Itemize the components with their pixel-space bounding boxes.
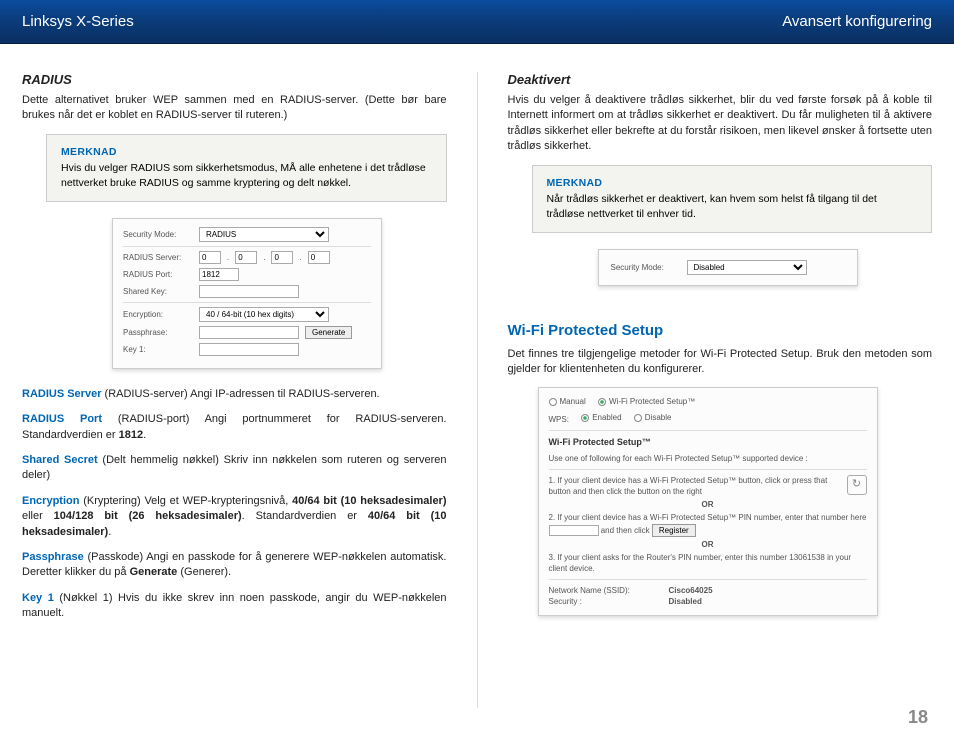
shared-key-input[interactable] <box>199 285 299 298</box>
def-passphrase: Passphrase (Passkode) Angi en passkode f… <box>22 550 447 581</box>
radius-port-input[interactable] <box>199 268 239 281</box>
page-number: 18 <box>908 707 928 728</box>
radius-intro: Dette alternativet bruker WEP sammen med… <box>22 93 447 124</box>
wps-method3: 3. If your client asks for the Router's … <box>549 552 867 574</box>
note-label: MERKNAD <box>547 176 918 191</box>
radius-server-label: RADIUS Server: <box>123 253 193 262</box>
generate-button[interactable]: Generate <box>305 326 352 339</box>
def-key1: Key 1 (Nøkkel 1) Hvis du ikke skrev inn … <box>22 591 447 622</box>
page-header: Linksys X-Series Avansert konfigurering <box>0 0 954 44</box>
def-shared-secret: Shared Secret (Delt hemmelig nøkkel) Skr… <box>22 453 447 484</box>
wps-short-label: WPS: <box>549 415 569 424</box>
wps-subheading: Wi-Fi Protected Setup™ <box>549 436 867 449</box>
page-body: RADIUS Dette alternativet bruker WEP sam… <box>0 44 954 708</box>
def-radius-server: RADIUS Server (RADIUS-server) Angi IP-ad… <box>22 387 447 402</box>
ip-octet-2[interactable] <box>235 251 257 264</box>
radius-note: MERKNAD Hvis du velger RADIUS som sikker… <box>46 134 447 202</box>
def-encryption: Encryption (Kryptering) Velg et WEP-kryp… <box>22 494 447 540</box>
ip-octet-3[interactable] <box>271 251 293 264</box>
def-radius-port: RADIUS Port (RADIUS-port) Angi portnumme… <box>22 412 447 443</box>
wps-radio[interactable]: Wi-Fi Protected Setup™ <box>598 396 695 407</box>
wps-instruction: Use one of following for each Wi-Fi Prot… <box>549 453 867 464</box>
security-value: Disabled <box>669 596 702 607</box>
or-divider: OR <box>549 539 867 550</box>
security-mode-label: Security Mode: <box>611 263 681 272</box>
passphrase-label: Passphrase: <box>123 328 193 337</box>
ssid-value: Cisco64025 <box>669 585 713 596</box>
manual-radio[interactable]: Manual <box>549 396 586 407</box>
header-left: Linksys X-Series <box>22 13 134 30</box>
column-divider <box>477 72 478 708</box>
wps-pin-input[interactable] <box>549 525 599 536</box>
deactivated-note: MERKNAD Når trådløs sikkerhet er deaktiv… <box>532 165 933 233</box>
left-column: RADIUS Dette alternativet bruker WEP sam… <box>22 72 447 708</box>
or-divider: OR <box>549 499 867 510</box>
wps-button-icon[interactable]: ↻ <box>847 475 867 495</box>
wps-method2a: 2. If your client device has a Wi-Fi Pro… <box>549 513 867 522</box>
wps-intro: Det finnes tre tilgjengelige metoder for… <box>508 347 933 378</box>
security-mode-select[interactable]: Disabled <box>687 260 807 275</box>
header-right: Avansert konfigurering <box>782 13 932 30</box>
right-column: Deaktivert Hvis du velger å deaktivere t… <box>508 72 933 708</box>
wps-screenshot: Manual Wi-Fi Protected Setup™ WPS: Enabl… <box>538 387 878 616</box>
enabled-radio[interactable]: Enabled <box>581 412 621 423</box>
radius-port-label: RADIUS Port: <box>123 270 193 279</box>
note-body: Når trådløs sikkerhet er deaktivert, kan… <box>547 193 877 220</box>
radius-screenshot: Security Mode: RADIUS RADIUS Server: . .… <box>112 218 382 369</box>
security-label: Security : <box>549 596 669 607</box>
shared-key-label: Shared Key: <box>123 287 193 296</box>
ip-octet-4[interactable] <box>308 251 330 264</box>
security-mode-label: Security Mode: <box>123 230 193 239</box>
encryption-select[interactable]: 40 / 64-bit (10 hex digits) <box>199 307 329 322</box>
deactivated-heading: Deaktivert <box>508 72 933 87</box>
wps-method1: 1. If your client device has a Wi-Fi Pro… <box>549 476 828 496</box>
note-body: Hvis du velger RADIUS som sikkerhetsmodu… <box>61 162 426 189</box>
key1-label: Key 1: <box>123 345 193 354</box>
ip-octet-1[interactable] <box>199 251 221 264</box>
wps-heading: Wi-Fi Protected Setup <box>508 322 933 339</box>
passphrase-input[interactable] <box>199 326 299 339</box>
security-mode-select[interactable]: RADIUS <box>199 227 329 242</box>
deactivated-intro: Hvis du velger å deaktivere trådløs sikk… <box>508 93 933 155</box>
wps-method2b: and then click <box>601 526 650 535</box>
radius-heading: RADIUS <box>22 72 447 87</box>
disable-radio[interactable]: Disable <box>634 412 672 423</box>
key1-input[interactable] <box>199 343 299 356</box>
ssid-label: Network Name (SSID): <box>549 585 669 596</box>
disabled-screenshot: Security Mode: Disabled <box>598 249 858 286</box>
encryption-label: Encryption: <box>123 310 193 319</box>
note-label: MERKNAD <box>61 145 432 160</box>
register-button[interactable]: Register <box>652 524 696 537</box>
